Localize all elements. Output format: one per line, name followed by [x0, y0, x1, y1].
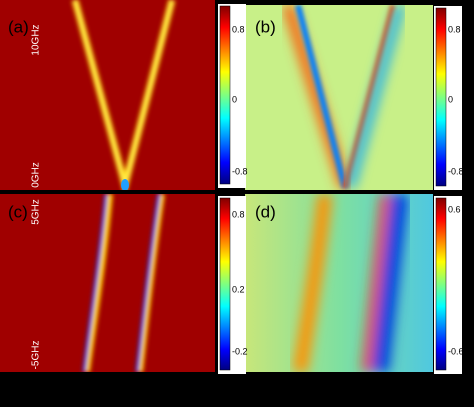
colorbar-tick-label: 0.8 — [448, 24, 461, 34]
heatmap-b — [245, 5, 433, 190]
heatmap-c — [0, 194, 215, 372]
y-axis-label: 5GHz — [31, 199, 42, 225]
colorbar — [435, 7, 447, 187]
colorbar-tick-label: 0.6 — [448, 204, 461, 214]
colorbar-tick-label: 0.8 — [232, 209, 245, 219]
panel-label: (b) — [255, 17, 276, 36]
colorbar-tick-label: 0 — [448, 94, 453, 104]
colorbar — [435, 197, 447, 371]
colorbar — [219, 197, 231, 371]
colorbar-tick-label: -0.8 — [448, 166, 464, 176]
panel-label: (d) — [255, 202, 276, 221]
colorbar-tick-label: 0 — [232, 94, 237, 104]
colorbar-tick-label: 0.2 — [232, 284, 245, 294]
y-axis-label: 0GHz — [31, 162, 42, 188]
panel-label: (a) — [8, 17, 29, 36]
colorbar-tick-label: -0.2 — [232, 346, 248, 356]
heatmap-a — [0, 0, 215, 190]
heatmap-d — [245, 194, 433, 372]
y-axis-label: 10GHz — [31, 24, 42, 55]
colorbar-tick-label: 0.8 — [232, 24, 245, 34]
colorbar-tick-label: -0.6 — [448, 346, 464, 356]
colorbar — [219, 5, 231, 185]
panel-label: (c) — [8, 202, 28, 221]
y-axis-label: -5GHz — [31, 341, 42, 370]
colorbar-tick-label: -0.8 — [232, 166, 248, 176]
